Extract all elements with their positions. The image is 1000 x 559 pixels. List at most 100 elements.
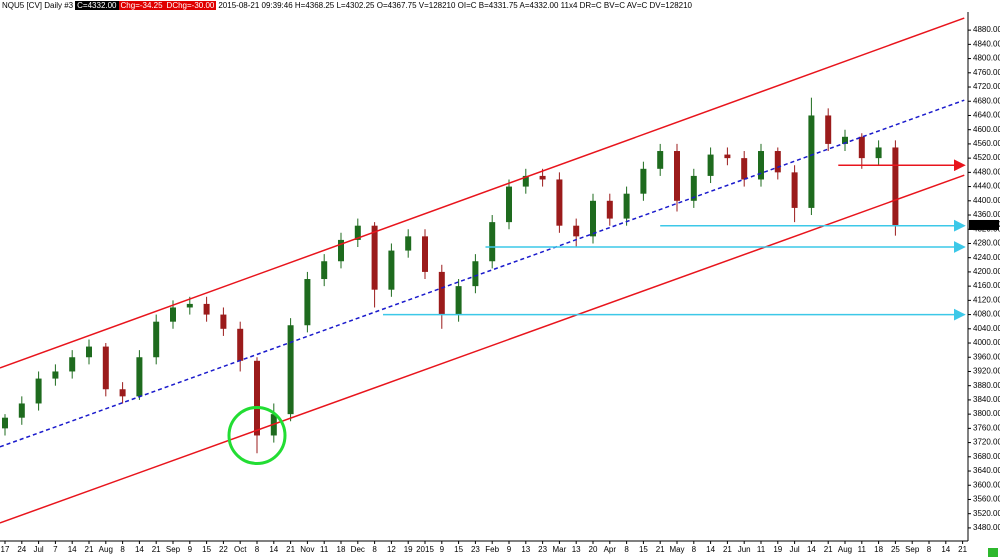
candle-body [640,168,647,194]
x-tick-label: 8 [372,545,377,554]
candle-body [455,286,462,315]
x-tick-label: Apr [604,545,617,554]
y-tick-label: 4560.00 [973,139,1000,148]
x-tick-label: 19 [404,545,413,554]
candle-body [2,417,8,429]
candle-body [405,236,412,251]
candle-body [371,225,378,290]
candle-body [791,172,798,208]
y-tick-label: 4400.00 [973,196,1000,205]
x-tick-label: 8 [927,545,932,554]
x-tick-label: Sep [166,545,181,554]
candle-body [825,115,832,144]
y-tick-label: 3560.00 [973,495,1000,504]
y-tick-label: 4760.00 [973,68,1000,77]
candle-body [556,179,563,226]
y-tick-label: 3960.00 [973,352,1000,361]
candle-body [892,147,899,225]
x-tick-label: 21 [656,545,665,554]
x-tick-label: Jul [33,545,43,554]
x-tick-label: 24 [17,545,26,554]
y-tick-label: 4600.00 [973,125,1000,134]
details: 2015-08-21 09:39:46 H=4368.25 L=4302.25 … [218,1,692,10]
x-tick-label: Dec [351,545,365,554]
x-tick-label: 11 [757,545,766,554]
x-tick-label: 11 [858,545,867,554]
trend-line [0,174,965,524]
header: NQU5 [CV] Daily #3 C=4332.00 Chg=-34.25 DCh… [0,0,1000,11]
x-tick-label: 8 [692,545,697,554]
y-tick-label: 3600.00 [973,480,1000,489]
candle-body [119,389,126,397]
y-tick-label: 3520.00 [973,509,1000,518]
candle-body [220,314,227,329]
candle-body [338,239,344,262]
candle-body [875,147,882,159]
symbol: NQU5 [CV] Daily #3 [2,1,74,10]
x-tick-label: Oct [234,545,247,554]
x-tick-label: Feb [485,545,499,554]
candle-body [388,250,395,290]
x-tick-label: 14 [135,545,144,554]
candle-body [707,154,714,176]
dchange: DChg=-30.00 [164,1,217,10]
y-tick-label: 4880.00 [973,25,1000,34]
x-tick-label: 21 [85,545,94,554]
y-tick-label: 4360.00 [973,210,1000,219]
trend-line [0,17,965,369]
candle-body [321,261,328,280]
candle-body [808,115,815,208]
x-tick-label: 14 [269,545,278,554]
x-tick-label: 9 [188,545,193,554]
x-tick-label: 14 [941,545,950,554]
candle-body [136,357,143,397]
candle-body [472,261,479,287]
candle-body [52,371,59,379]
x-tick-label: 11 [320,545,329,554]
y-tick-label: 4720.00 [973,82,1000,91]
x-tick-label: 7 [53,545,58,554]
y-tick-label: 3760.00 [973,423,1000,432]
x-tick-label: 21 [723,545,732,554]
candle-body [35,378,42,404]
candle-body [186,303,193,308]
candle-body [18,403,25,418]
y-tick-label: 4280.00 [973,239,1000,248]
last-price-label: 4332.00 [972,220,1000,229]
candle-body [539,175,546,180]
y-tick-label: 4480.00 [973,167,1000,176]
x-tick-label: 21 [286,545,295,554]
candle-body [354,225,361,240]
x-tick-label: 23 [471,545,480,554]
y-tick-label: 4520.00 [973,153,1000,162]
x-tick-label: 20 [589,545,598,554]
last-price-box [969,219,999,230]
y-tick-label: 4120.00 [973,295,1000,304]
candle-body [858,136,865,159]
y-tick-label: 3840.00 [973,395,1000,404]
x-tick-label: 17 [1,545,10,554]
x-tick-label: Nov [300,545,314,554]
y-tick-label: 4840.00 [973,39,1000,48]
x-tick-label: 18 [337,545,346,554]
x-tick-label: 19 [773,545,782,554]
y-tick-label: 4000.00 [973,338,1000,347]
candle-body [573,225,580,237]
x-tick-label: 15 [454,545,463,554]
y-tick-label: 4800.00 [973,54,1000,63]
candle-body [170,307,176,322]
candle-body [287,325,294,415]
x-tick-label: 15 [202,545,211,554]
candle-body [69,357,76,372]
x-tick-label: Mar [553,545,567,554]
x-tick-label: 9 [440,545,445,554]
candle-body [590,200,596,237]
y-tick-label: 3680.00 [973,452,1000,461]
x-tick-label: 8 [255,545,260,554]
candle-body [674,151,680,201]
candle-body [758,151,764,180]
change: Chg=-34.25 [118,1,165,10]
candle-body [422,236,428,272]
x-tick-label: 18 [874,545,883,554]
